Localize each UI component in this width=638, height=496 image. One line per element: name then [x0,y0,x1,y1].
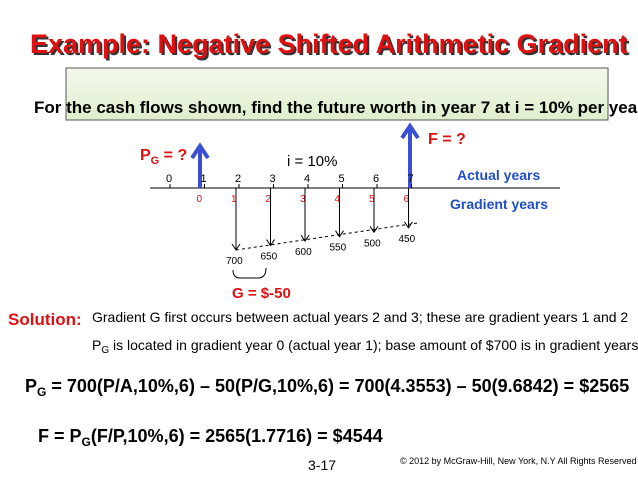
gradient-year: 4 [335,194,341,205]
gradient-year: 3 [300,194,306,205]
copyright: © 2012 by McGraw-Hill, New York, N.Y All… [400,456,637,466]
gradient-year: 6 [404,194,410,205]
gradient-bracket [232,267,267,279]
actual-year: 7 [408,173,414,185]
actual-year: 3 [270,173,276,185]
equation: PG = 700(P/A,10%,6) – 50(P/G,10%,6) = 70… [25,376,629,399]
gradient-year: 2 [266,194,272,205]
cash-flow-label: 600 [295,247,312,258]
cash-flow-diagram: PG = ? F = ? i = 10% Actual years Gradie… [140,122,560,302]
actual-year: 5 [339,173,345,185]
cash-flow-label: 700 [226,256,243,267]
title-shadow: Example: Negative Shifted Arithmetic Gra… [32,31,630,61]
arrow-head [369,226,379,234]
cash-flow-label: 500 [364,238,381,249]
arrow-head [300,234,310,243]
title: Example: Negative Shifted Arithmetic Gra… [30,29,628,59]
cash-flow-label: 450 [399,234,416,245]
f-arrow-head [400,122,420,140]
prompt-box [65,67,609,121]
solution-line: PG is located in gradient year 0 (actual… [92,337,638,356]
page-number: 3-17 [308,457,336,473]
rate-label: i = 10% [287,153,337,170]
cash-flow-label: 650 [261,252,278,263]
arrow-head [335,230,344,238]
solution-line: Gradient G first occurs between actual y… [92,309,628,325]
gradient-label: G = $-50 [232,285,291,302]
arrow-head [404,221,413,229]
actual-year: 0 [166,173,172,185]
actual-year: 2 [235,173,241,185]
f-label: F = ? [428,131,466,148]
gradient-year: 5 [369,194,375,205]
gradient-years-label: Gradient years [450,196,548,212]
actual-years-label: Actual years [457,167,540,183]
pg-label: PG = ? [140,147,187,167]
actual-year: 1 [201,173,207,185]
equation: F = PG(F/P,10%,6) = 2565(1.7716) = $4544 [38,426,383,449]
gradient-year: 0 [197,194,203,205]
cash-flow-label: 550 [330,243,347,254]
gradient-year: 1 [231,194,237,205]
pg-arrow-head [190,142,210,160]
prompt: For the cash flows shown, find the futur… [34,98,638,117]
arrow-head [266,239,275,247]
actual-year: 4 [304,173,310,185]
gradient-trend [235,222,419,251]
actual-year: 6 [373,173,379,185]
solution-label: Solution: [8,310,82,329]
